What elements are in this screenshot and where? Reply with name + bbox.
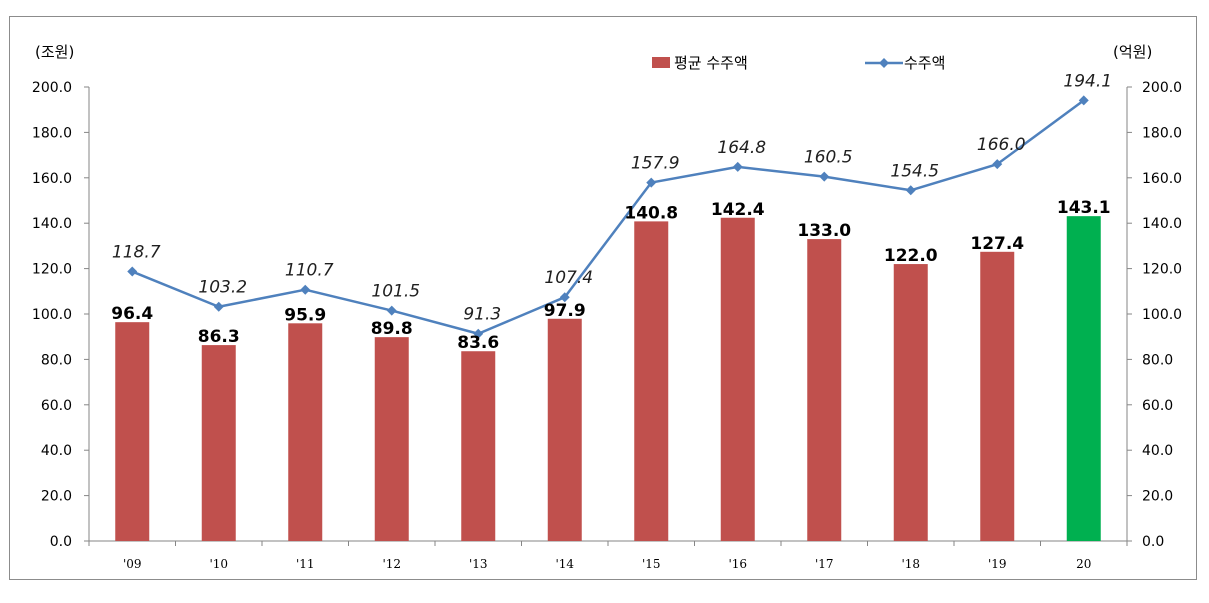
line-marker: [213, 301, 224, 312]
line-value-label: 103.2: [198, 278, 247, 298]
legend-bar-swatch: [652, 57, 670, 68]
line-marker: [386, 305, 397, 316]
legend-line-label: 수주액: [904, 54, 945, 72]
line-series-group: [127, 95, 1089, 339]
bar-value-label: 127.4: [970, 234, 1024, 254]
right-tick-label: 200.0: [1142, 80, 1182, 96]
left-tick-label: 140.0: [32, 216, 72, 232]
bar: [461, 351, 496, 541]
x-tick-label: '12: [382, 557, 401, 571]
x-tick-label: '11: [296, 557, 315, 571]
bar: [720, 217, 755, 541]
x-tick-label: '16: [728, 557, 747, 571]
line-value-label: 157.9: [631, 154, 680, 174]
data-labels-group: 96.4 86.3 95.9 89.8 83.6 97.9 140.8 142.4 133.0 1…: [111, 71, 1112, 353]
bar: [807, 239, 842, 541]
line-marker: [127, 266, 138, 277]
line-value-label: 101.5: [371, 282, 420, 302]
bar-value-label: 140.8: [624, 203, 678, 223]
bars-group: [115, 216, 1101, 541]
x-tick-label: '13: [469, 557, 488, 571]
line-marker: [559, 292, 570, 303]
x-tick-label: '19: [988, 557, 1007, 571]
x-tick-label: '10: [209, 557, 228, 571]
right-tick-label: 140.0: [1142, 216, 1182, 232]
line-value-label: 154.5: [890, 161, 939, 181]
bar: [893, 264, 928, 541]
bar: [201, 345, 236, 541]
bar-value-label: 133.0: [797, 221, 851, 241]
line-marker: [732, 161, 743, 172]
line-series-path: [131, 99, 1085, 335]
right-axis-unit: (억원): [1113, 43, 1152, 61]
right-tick-label: 20.0: [1142, 489, 1173, 505]
line-marker: [992, 159, 1003, 170]
bar: [634, 221, 669, 541]
bar: [1066, 216, 1101, 541]
bar: [547, 318, 582, 541]
x-tick-label: '14: [555, 557, 574, 571]
line-marker: [1078, 95, 1089, 106]
line-marker: [473, 328, 484, 339]
bar: [115, 322, 150, 541]
x-tick-label: '15: [642, 557, 661, 571]
x-tick-label: '18: [901, 557, 920, 571]
left-tick-label: 80.0: [41, 352, 72, 368]
bar-value-label: 95.9: [284, 305, 326, 325]
left-tick-label: 20.0: [41, 489, 72, 505]
bar-value-label: 143.1: [1057, 198, 1111, 218]
bar-value-label: 142.4: [711, 200, 765, 220]
line-value-label: 107.4: [544, 268, 593, 288]
bar-value-label: 96.4: [111, 304, 153, 324]
left-tick-label: 180.0: [32, 125, 72, 141]
bar-value-label: 122.0: [884, 246, 938, 266]
bar: [288, 323, 323, 541]
legend-bar-label: 평균 수주액: [674, 54, 748, 72]
left-tick-label: 100.0: [32, 307, 72, 323]
line-marker: [300, 284, 311, 295]
left-tick-label: 40.0: [41, 443, 72, 459]
bar-value-label: 89.8: [371, 319, 413, 339]
bar: [374, 337, 409, 541]
left-tick-label: 160.0: [32, 171, 72, 187]
right-tick-label: 120.0: [1142, 262, 1182, 278]
line-value-label: 91.3: [463, 305, 501, 325]
line-value-label: 110.7: [285, 261, 334, 281]
line-value-label: 194.1: [1063, 71, 1112, 91]
right-tick-label: 160.0: [1142, 171, 1182, 187]
right-tick-label: 80.0: [1142, 352, 1173, 368]
line-value-label: 166.0: [977, 135, 1026, 155]
x-tick-label: '17: [815, 557, 834, 571]
line-marker: [905, 185, 916, 196]
axes-group: 0.0 20.0 40.0 60.0 80.0 100.0 120.0 140.0 160.0 1…: [32, 80, 1182, 571]
left-tick-label: 120.0: [32, 262, 72, 278]
x-tick-label: 20: [1076, 557, 1091, 571]
left-axis-unit: (조원): [35, 43, 74, 61]
line-value-label: 118.7: [112, 243, 161, 263]
left-tick-label: 0.0: [50, 534, 72, 550]
line-marker: [819, 171, 830, 182]
line-marker: [646, 177, 657, 188]
line-value-label: 160.5: [804, 148, 853, 168]
left-tick-label: 60.0: [41, 398, 72, 414]
right-tick-label: 0.0: [1142, 534, 1164, 550]
left-tick-label: 200.0: [32, 80, 72, 96]
right-tick-label: 60.0: [1142, 398, 1173, 414]
bar-value-label: 97.9: [544, 301, 586, 321]
bar-value-label: 83.6: [457, 333, 499, 353]
line-value-label: 164.8: [717, 138, 766, 158]
bar: [980, 251, 1015, 541]
bar-value-label: 86.3: [198, 327, 240, 347]
right-tick-label: 40.0: [1142, 443, 1173, 459]
legend-line-marker: [879, 58, 889, 68]
x-tick-label: '09: [123, 557, 142, 571]
right-tick-label: 180.0: [1142, 125, 1182, 141]
right-tick-label: 100.0: [1142, 307, 1182, 323]
legend: 평균 수주액 수주액: [652, 54, 945, 72]
